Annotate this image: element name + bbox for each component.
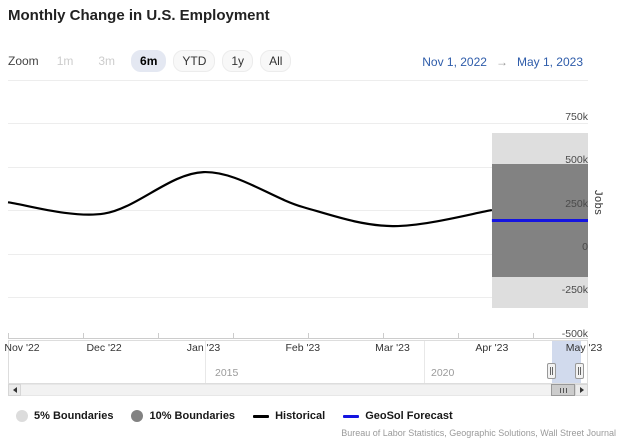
legend: 5% Boundaries 10% Boundaries Historical …	[16, 410, 453, 422]
zoom-button-ytd[interactable]: YTD	[173, 50, 216, 72]
line-swatch-icon	[343, 414, 360, 418]
x-axis-tick	[458, 333, 459, 338]
y-axis-label: 500k	[565, 154, 588, 167]
scrollbar-right-arrow[interactable]	[575, 384, 588, 396]
navigator-year-label: 2015	[215, 367, 239, 379]
range-arrow-icon: →	[495, 55, 508, 69]
gridline	[8, 253, 588, 255]
legend-label: 5% Boundaries	[34, 410, 114, 422]
scrollbar-left-arrow[interactable]	[8, 384, 21, 396]
y-axis-title: Jobs	[592, 190, 604, 216]
x-axis-label: Dec '22	[86, 342, 122, 354]
zoom-button-6m[interactable]: 6m	[131, 50, 167, 72]
gridline	[8, 123, 588, 125]
x-axis-tick	[383, 333, 384, 338]
legend-item-5pct-boundaries[interactable]: 5% Boundaries	[16, 410, 113, 422]
y-axis-label: 750k	[565, 110, 588, 123]
navigator-gridline-2020	[424, 341, 425, 383]
range-selector-buttons: Zoom 1m 3m 6m YTD 1y All	[8, 50, 292, 72]
x-axis-label: Apr '23	[475, 342, 509, 354]
page-title: Monthly Change in U.S. Employment	[8, 7, 270, 24]
legend-label: GeoSol Forecast	[365, 410, 453, 422]
date-range-display: Nov 1, 2022 → May 1, 2023	[422, 55, 583, 69]
zoom-button-1y[interactable]: 1y	[222, 50, 254, 72]
x-axis-label: Nov '22	[4, 342, 40, 354]
x-axis-label: Mar '23	[375, 342, 410, 354]
right-arrow-icon	[579, 387, 584, 393]
x-axis-tick	[83, 333, 84, 338]
x-axis-line	[8, 338, 588, 339]
gridline	[8, 296, 588, 298]
y-axis-label: -250k	[561, 284, 588, 297]
zoom-label: Zoom	[8, 54, 39, 68]
circle-swatch-icon	[16, 410, 28, 422]
legend-label: Historical	[275, 410, 326, 422]
credits: Bureau of Labor Statistics, Geographic S…	[341, 428, 616, 438]
legend-label: 10% Boundaries	[149, 410, 236, 422]
navigator-year-label: 2020	[431, 367, 455, 379]
circle-swatch-icon	[131, 410, 144, 422]
left-arrow-icon	[12, 387, 17, 393]
legend-item-geosol-forecast[interactable]: GeoSol Forecast	[343, 410, 453, 422]
zoom-button-all[interactable]: All	[260, 50, 292, 72]
gridline	[8, 166, 588, 168]
x-axis-label: Feb '23	[285, 342, 321, 354]
x-axis-tick	[533, 333, 534, 338]
x-axis-tick	[233, 333, 234, 338]
scrollbar-track[interactable]	[8, 384, 588, 396]
line-swatch-icon	[253, 414, 270, 418]
x-axis-label: Jan '23	[186, 342, 221, 354]
y-axis-label: -500k	[561, 327, 588, 340]
y-axis-label: 250k	[565, 197, 588, 210]
navigator-right-handle[interactable]	[575, 363, 584, 379]
scrollbar-thumb[interactable]	[551, 384, 575, 396]
zoom-button-1m: 1m	[56, 54, 74, 68]
x-axis-tick	[158, 333, 159, 338]
navigator-left-handle[interactable]	[547, 363, 556, 379]
x-axis-tick	[308, 333, 309, 338]
navigator-gridline-2015	[205, 341, 206, 383]
range-from-input[interactable]: Nov 1, 2022	[422, 55, 487, 69]
x-axis-label: May '23	[565, 342, 603, 354]
y-axis-label: 0	[582, 241, 588, 253]
legend-item-historical[interactable]: Historical	[253, 410, 325, 422]
zoom-button-3m: 3m	[98, 54, 116, 68]
x-axis-tick	[8, 333, 9, 338]
band-10pct-boundaries	[491, 164, 588, 277]
gridline	[8, 79, 588, 81]
range-to-input[interactable]: May 1, 2023	[516, 55, 583, 69]
legend-item-10pct-boundaries[interactable]: 10% Boundaries	[131, 410, 235, 422]
